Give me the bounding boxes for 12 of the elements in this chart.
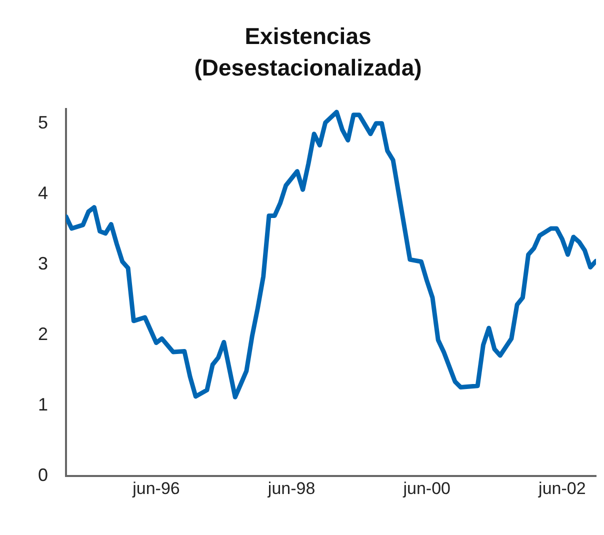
y-tick-label: 3 <box>38 253 48 274</box>
y-tick-label: 0 <box>38 465 48 486</box>
x-tick-label: jun-98 <box>266 479 316 498</box>
y-tick-label: 4 <box>38 182 48 203</box>
x-tick-label: jun-00 <box>402 479 450 498</box>
x-tick-label: jun-96 <box>132 479 180 498</box>
y-tick-label: 1 <box>38 394 48 415</box>
x-tick-label: jun-02 <box>538 479 586 498</box>
y-tick-label: 2 <box>38 324 48 344</box>
y-tick-label: 5 <box>38 112 48 132</box>
chart-title: Existencias <box>244 23 372 50</box>
chart-subtitle: (Desestacionalizada) <box>194 54 422 81</box>
